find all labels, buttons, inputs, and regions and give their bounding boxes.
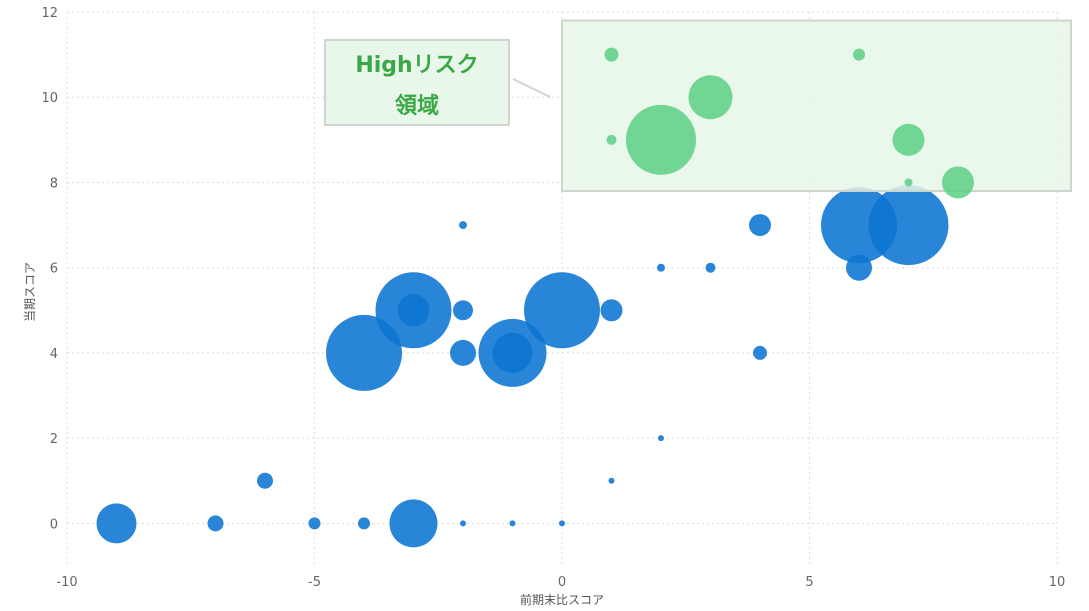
- data-point: [460, 520, 466, 527]
- high-risk-data-point: [626, 104, 696, 175]
- y-tick-label: 10: [41, 91, 58, 106]
- data-point: [559, 520, 565, 527]
- y-tick-label: 0: [50, 517, 58, 532]
- high-risk-data-point: [942, 166, 974, 199]
- data-point: [326, 314, 402, 391]
- x-tick-label: 0: [558, 575, 566, 590]
- high-risk-data-point: [688, 75, 733, 120]
- y-tick-label: 12: [41, 6, 58, 21]
- high-risk-data-point: [853, 48, 865, 61]
- y-tick-label: 2: [50, 432, 58, 447]
- callout-connector: [512, 78, 551, 98]
- data-point: [96, 503, 137, 544]
- y-tick-label: 6: [50, 262, 58, 277]
- data-point: [658, 435, 664, 442]
- data-point: [753, 345, 767, 360]
- data-point: [207, 515, 224, 532]
- tick-layer: -10 -5 0 5 10 0 2 4 6 8 10 12: [41, 6, 1065, 590]
- data-point: [459, 221, 467, 230]
- high-risk-data-point: [892, 123, 925, 156]
- x-tick-label: 10: [1049, 575, 1066, 590]
- high-risk-callout-title: Highリスク: [355, 53, 478, 78]
- data-point: [600, 299, 623, 322]
- data-point: [453, 300, 473, 321]
- data-point: [657, 263, 665, 272]
- data-point: [257, 472, 273, 489]
- high-risk-data-point: [904, 178, 913, 187]
- data-point: [509, 520, 516, 527]
- data-point: [450, 339, 476, 366]
- high-risk-callout-box: [324, 39, 510, 126]
- data-point: [358, 517, 370, 530]
- data-point: [524, 272, 600, 349]
- y-axis-label: 当期スコア: [23, 262, 37, 322]
- x-tick-label: -10: [56, 575, 77, 590]
- x-axis-label: 前期末比スコア: [520, 592, 604, 607]
- high-risk-data-point: [606, 134, 617, 145]
- y-tick-label: 8: [50, 176, 58, 191]
- x-tick-label: -5: [308, 575, 321, 590]
- data-point: [868, 185, 949, 266]
- data-point: [389, 499, 438, 548]
- data-point: [608, 477, 615, 484]
- points-layer: [96, 19, 1072, 548]
- high-risk-data-point: [604, 47, 619, 62]
- data-point: [492, 332, 533, 373]
- data-point: [308, 517, 321, 530]
- data-point: [749, 214, 771, 237]
- x-tick-label: 5: [805, 575, 813, 590]
- data-point: [705, 262, 716, 273]
- high-risk-callout-subtitle: 領域: [395, 93, 439, 119]
- y-tick-label: 4: [50, 347, 58, 362]
- data-point: [397, 294, 430, 327]
